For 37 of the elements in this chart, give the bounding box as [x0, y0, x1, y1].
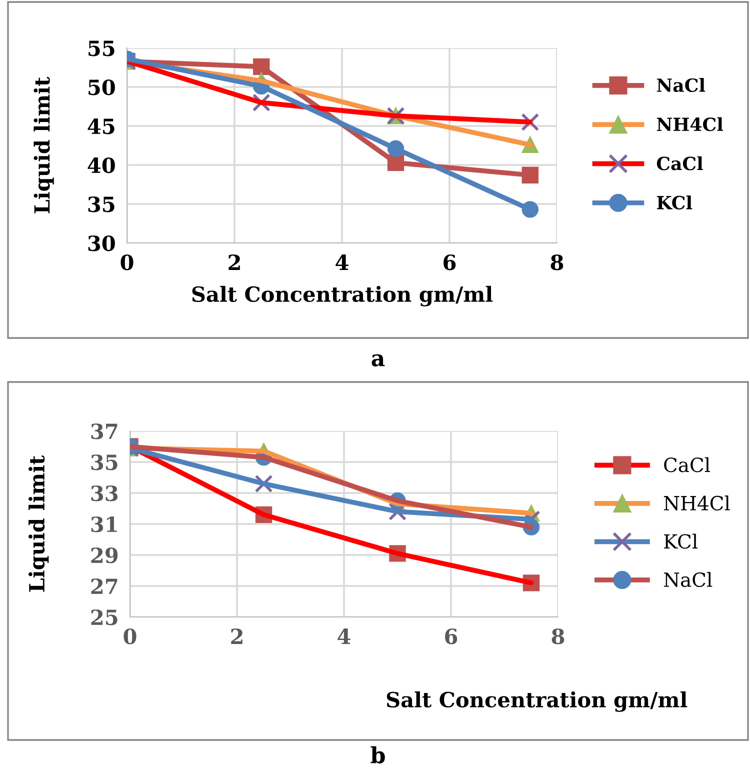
x-axis-title: Salt Concentration gm/ml — [386, 691, 688, 712]
legend-label: NH4Cl — [656, 117, 724, 132]
y-tick-label: 55 — [88, 40, 114, 56]
x-tick-label: 4 — [336, 254, 348, 270]
y-tick-label: 33 — [91, 485, 118, 502]
x-tick-label: 6 — [444, 254, 456, 270]
x-tick-label: 0 — [120, 254, 134, 270]
y-tick-label: 45 — [88, 118, 114, 134]
x-axis-title: Salt Concentration gm/ml — [192, 286, 493, 306]
x-tick-label: 2 — [231, 628, 242, 644]
y-tick-label: 37 — [91, 423, 118, 440]
legend-label: KCl — [656, 195, 692, 210]
y-tick-label: 40 — [88, 157, 115, 174]
text: a — [372, 354, 385, 366]
y-tick-label: 30 — [88, 235, 115, 252]
y-tick-label: 50 — [88, 79, 115, 96]
x-tick-label: 0 — [124, 628, 136, 644]
x-tick-label: 4 — [338, 628, 350, 644]
x-tick-label: 8 — [550, 254, 564, 270]
legend-label: KCl — [664, 534, 698, 549]
y-tick-label: 27 — [91, 578, 118, 594]
y-tick-label: 29 — [91, 547, 118, 564]
x-tick-label: 2 — [228, 254, 240, 270]
legend-label: NaCl — [656, 78, 706, 92]
y-axis-title: Liquid limit — [34, 76, 54, 214]
y-axis-title: Liquid limit — [28, 455, 49, 592]
y-tick-label: 31 — [91, 516, 117, 532]
legend-label: CaCl — [664, 457, 710, 472]
y-tick-label: 35 — [88, 196, 114, 212]
text: b — [370, 746, 385, 764]
x-tick-label: 6 — [445, 628, 458, 644]
y-tick-label: 25 — [91, 609, 118, 626]
legend-label: NH4Cl — [664, 495, 730, 511]
y-tick-label: 35 — [91, 454, 118, 470]
legend-label: NaCl — [664, 572, 712, 588]
x-tick-label: 8 — [552, 628, 564, 644]
legend-label: CaCl — [656, 156, 703, 170]
